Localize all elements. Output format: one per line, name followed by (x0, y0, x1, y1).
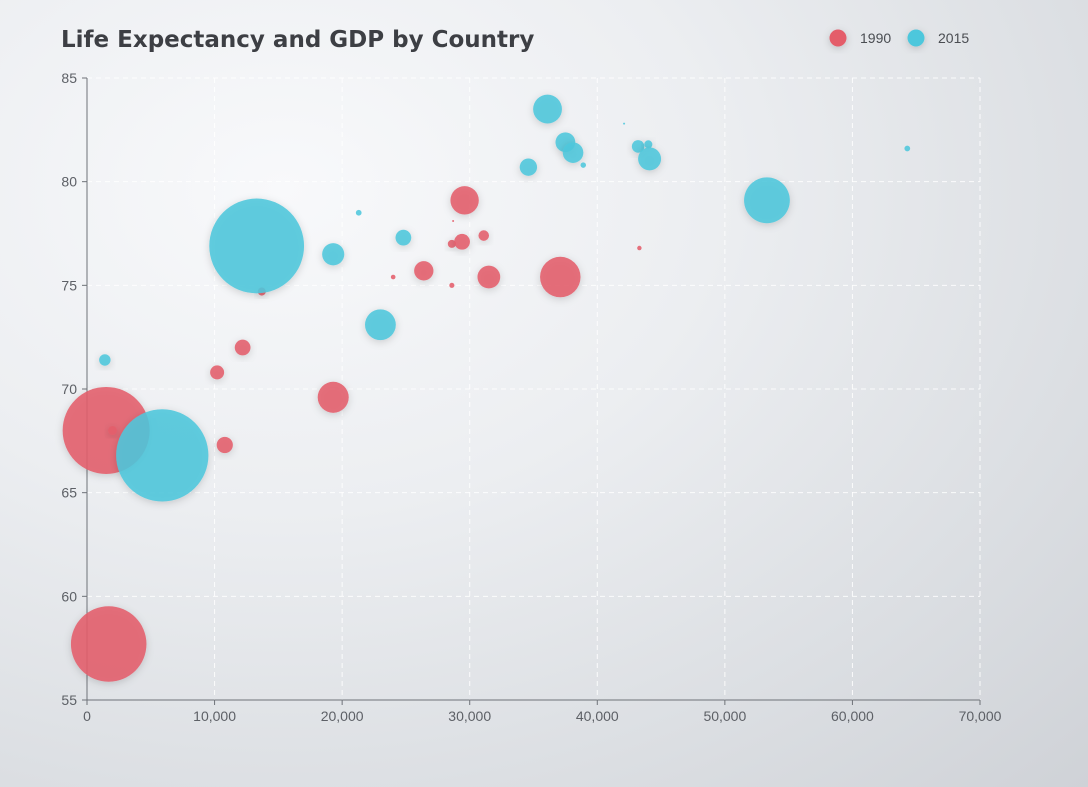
bubble-1990[interactable] (452, 220, 455, 223)
bubble-1990[interactable] (317, 381, 349, 413)
x-tick-label: 50,000 (703, 708, 746, 724)
bubble-2015[interactable] (365, 309, 396, 341)
bubble-1990[interactable] (540, 256, 581, 298)
bubble-1990[interactable] (414, 261, 434, 281)
bubble-1990[interactable] (70, 606, 147, 682)
bubble-1990[interactable] (390, 274, 396, 280)
y-tick-label: 80 (61, 174, 77, 190)
bubble-2015[interactable] (116, 409, 209, 502)
bubble-2015[interactable] (631, 140, 645, 153)
legend-label-2015: 2015 (938, 30, 969, 46)
bubble-1990[interactable] (637, 245, 642, 251)
y-tick-label: 75 (61, 277, 77, 293)
bubble-1990[interactable] (210, 365, 225, 380)
bubble-2015[interactable] (904, 145, 911, 152)
legend-item-1990[interactable]: 1990 (829, 29, 892, 47)
x-tick-label: 30,000 (448, 708, 491, 724)
bubble-2015[interactable] (562, 142, 584, 163)
bubble-2015[interactable] (519, 158, 538, 176)
x-tick-label: 0 (83, 708, 91, 724)
legend-item-2015[interactable]: 2015 (907, 29, 970, 47)
bubble-2015[interactable] (99, 354, 111, 366)
bubble-1990[interactable] (447, 239, 456, 248)
series-1990 (62, 186, 642, 682)
bubble-2015[interactable] (355, 209, 362, 216)
bubble-2015[interactable] (744, 177, 790, 224)
bubble-2015[interactable] (638, 147, 662, 171)
bubble-1990[interactable] (449, 282, 455, 288)
x-tick-label: 10,000 (193, 708, 236, 724)
series-2015 (99, 94, 911, 502)
x-tick-label: 60,000 (831, 708, 874, 724)
bubble-1990[interactable] (450, 186, 479, 215)
x-tick-label: 40,000 (576, 708, 619, 724)
y-tick-label: 55 (61, 692, 77, 708)
bubble-2015[interactable] (644, 140, 653, 149)
legend-label-1990: 1990 (860, 30, 891, 46)
bubble-1990[interactable] (477, 265, 501, 289)
y-tick-label: 70 (61, 381, 77, 397)
y-tick-label: 65 (61, 485, 77, 501)
legend-marker-2015 (907, 29, 925, 47)
bubble-1990[interactable] (478, 230, 490, 241)
bubble-1990[interactable] (216, 436, 233, 454)
bubble-2015[interactable] (395, 229, 412, 246)
legend[interactable]: 1990 2015 (829, 29, 970, 47)
bubble-2015[interactable] (209, 198, 305, 294)
legend-marker-1990 (829, 29, 847, 47)
x-tick-label: 70,000 (959, 708, 1002, 724)
bubble-1990[interactable] (108, 426, 117, 435)
bubbles (62, 94, 911, 682)
bubble-2015[interactable] (533, 94, 562, 124)
bubble-1990[interactable] (454, 233, 470, 250)
bubble-1990[interactable] (234, 339, 251, 356)
x-tick-label: 20,000 (321, 708, 364, 724)
y-tick-label: 85 (61, 70, 77, 86)
bubble-2015[interactable] (580, 162, 586, 168)
y-tick-label: 60 (61, 588, 77, 604)
bubble-2015[interactable] (623, 122, 626, 125)
bubble-2015[interactable] (322, 243, 345, 266)
axes: 55 60 65 70 75 80 85 0 10,000 20,000 30,000 40,000 5… (61, 70, 1001, 724)
chart-title: Life Expectancy and GDP by Country (61, 27, 534, 53)
